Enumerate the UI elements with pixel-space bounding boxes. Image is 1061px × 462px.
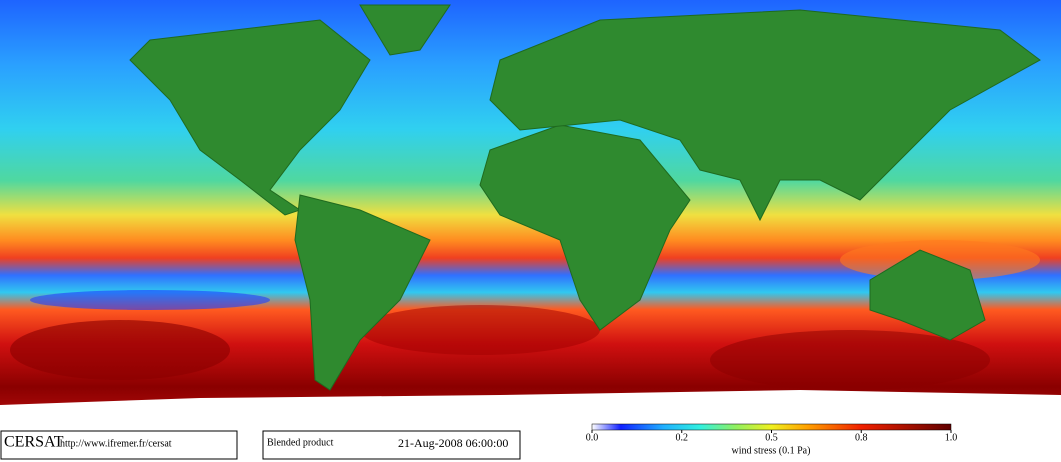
footer — [0, 430, 1061, 462]
ocean-feature — [710, 330, 990, 390]
colorbar-tick-label: 0.8 — [855, 432, 868, 443]
eurasia — [489, 9, 1041, 222]
colorbar-tick-label: 0.2 — [676, 432, 689, 443]
greenland — [359, 4, 451, 56]
australia — [869, 249, 986, 341]
url: http://www.ifremer.fr/cersat — [60, 438, 172, 449]
product-box — [262, 430, 521, 460]
timestamp: 21-Aug-2008 06:00:00 — [398, 436, 508, 450]
product: Blended product — [267, 437, 334, 448]
south-america — [294, 194, 431, 391]
logo: CERSAT — [4, 434, 64, 451]
africa — [479, 124, 691, 331]
colorbar-tick-label: 0.5 — [765, 432, 778, 443]
colorbar-tick-label: 1.0 — [945, 432, 958, 443]
colorbar-label: wind stress (0.1 Pa) — [732, 445, 811, 456]
ocean-feature — [360, 305, 600, 355]
colorbar — [591, 423, 952, 431]
colorbar-ticks: 0.0 0.2 0.5 0.8 1.0 — [586, 430, 958, 443]
antarctica — [0, 390, 1061, 430]
colorbar-tick-label: 0.0 — [586, 432, 599, 443]
info-box — [0, 430, 238, 460]
ocean-feature — [30, 290, 270, 310]
ocean-feature — [10, 320, 230, 380]
